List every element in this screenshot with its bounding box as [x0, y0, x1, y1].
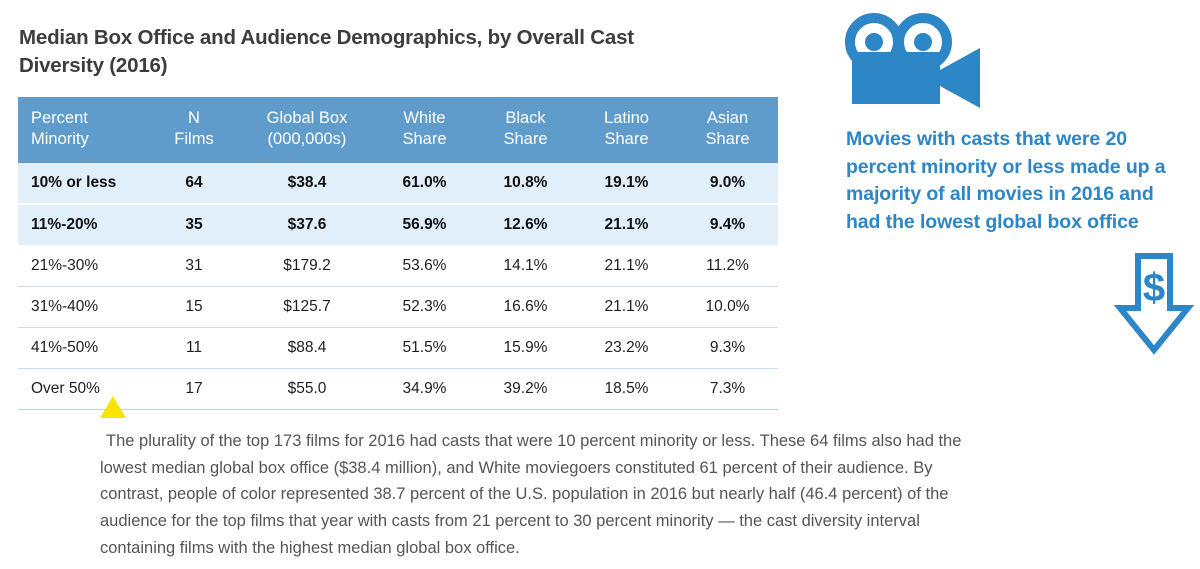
cell-latino-share: 23.2%	[576, 327, 677, 369]
cell-category: 10% or less	[18, 162, 148, 205]
yellow-triangle-icon	[100, 396, 126, 418]
cell-latino-share: 19.1%	[576, 162, 677, 205]
column-header-line-2: Share	[705, 130, 750, 149]
column-header-asian-share: Asian Share	[677, 97, 778, 163]
table-panel: Median Box Office and Audience Demograph…	[0, 0, 800, 410]
cell-asian-share: 9.3%	[677, 327, 778, 369]
column-header-n-films: N Films	[148, 97, 240, 163]
page-title: Median Box Office and Audience Demograph…	[19, 26, 634, 77]
table-header-row: Percent Minority N Films Global Box (000…	[18, 97, 778, 163]
cell-black-share: 16.6%	[475, 286, 576, 328]
cell-n-films: 17	[148, 368, 240, 410]
cell-latino-share: 18.5%	[576, 368, 677, 410]
cell-asian-share: 9.4%	[677, 203, 778, 246]
dollar-down-arrow-icon: $	[1113, 252, 1195, 361]
column-header-white-share: White Share	[374, 97, 475, 163]
cell-global-box: $179.2	[240, 244, 374, 287]
table-header: Percent Minority N Films Global Box (000…	[18, 97, 778, 163]
column-header-percent-minority: Percent Minority	[18, 97, 148, 163]
column-header-latino-share: Latino Share	[576, 97, 677, 163]
column-header-line-1: Global Box	[266, 109, 348, 127]
cell-n-films: 11	[148, 327, 240, 369]
cell-n-films: 15	[148, 286, 240, 328]
cell-white-share: 61.0%	[374, 162, 475, 205]
cell-white-share: 51.5%	[374, 327, 475, 369]
table-row: 41%-50% 11 $88.4 51.5% 15.9% 23.2% 9.3%	[18, 327, 778, 369]
cell-latino-share: 21.1%	[576, 244, 677, 287]
cell-latino-share: 21.1%	[576, 286, 677, 328]
column-header-line-2: Share	[503, 130, 548, 149]
cell-global-box: $38.4	[240, 162, 374, 205]
cell-black-share: 39.2%	[475, 368, 576, 410]
cell-global-box: $125.7	[240, 286, 374, 328]
movie-camera-icon	[840, 12, 990, 117]
cell-global-box: $37.6	[240, 203, 374, 246]
column-header-line-1: Black	[505, 109, 546, 127]
column-header-line-2: (000,000s)	[267, 130, 347, 149]
cell-asian-share: 9.0%	[677, 162, 778, 205]
cell-white-share: 52.3%	[374, 286, 475, 328]
cell-global-box: $88.4	[240, 327, 374, 369]
callout-text: Movies with casts that were 20 percent m…	[846, 128, 1166, 234]
column-header-line-1: Percent	[31, 109, 88, 127]
table-row: 31%-40% 15 $125.7 52.3% 16.6% 21.1% 10.0…	[18, 286, 778, 328]
column-header-line-2: Minority	[31, 130, 89, 149]
table-body: 10% or less 64 $38.4 61.0% 10.8% 19.1% 9…	[18, 162, 778, 410]
cell-category: 21%-30%	[18, 244, 148, 287]
column-header-line-1: Latino	[604, 109, 649, 127]
cell-category: Over 50%	[18, 368, 148, 410]
cell-white-share: 53.6%	[374, 244, 475, 287]
cell-category: 41%-50%	[18, 327, 148, 369]
svg-text:$: $	[1143, 266, 1165, 310]
cell-category: 31%-40%	[18, 286, 148, 328]
column-header-line-2: Share	[604, 130, 649, 149]
callout-panel: Movies with casts that were 20 percent m…	[832, 0, 1200, 400]
table-row: Over 50% 17 $55.0 34.9% 39.2% 18.5% 7.3%	[18, 368, 778, 410]
column-header-line-1: N	[188, 109, 200, 127]
column-header-global-box: Global Box (000,000s)	[240, 97, 374, 163]
table-row: 21%-30% 31 $179.2 53.6% 14.1% 21.1% 11.2…	[18, 244, 778, 287]
column-header-line-1: Asian	[706, 109, 749, 127]
cell-n-films: 64	[148, 162, 240, 205]
cell-n-films: 31	[148, 244, 240, 287]
cell-white-share: 34.9%	[374, 368, 475, 410]
column-header-line-2: Share	[402, 130, 447, 149]
column-header-black-share: Black Share	[475, 97, 576, 163]
cell-black-share: 15.9%	[475, 327, 576, 369]
cast-diversity-table: Percent Minority N Films Global Box (000…	[18, 97, 778, 410]
cell-asian-share: 11.2%	[677, 244, 778, 287]
cell-latino-share: 21.1%	[576, 203, 677, 246]
cell-global-box: $55.0	[240, 368, 374, 410]
table-row: 11%-20% 35 $37.6 56.9% 12.6% 21.1% 9.4%	[18, 203, 778, 246]
cell-black-share: 14.1%	[475, 244, 576, 287]
cell-asian-share: 10.0%	[677, 286, 778, 328]
cell-category: 11%-20%	[18, 203, 148, 246]
cell-black-share: 10.8%	[475, 162, 576, 205]
table-row: 10% or less 64 $38.4 61.0% 10.8% 19.1% 9…	[18, 162, 778, 205]
cell-asian-share: 7.3%	[677, 368, 778, 410]
cell-white-share: 56.9%	[374, 203, 475, 246]
cell-n-films: 35	[148, 203, 240, 246]
column-header-line-2: Films	[174, 130, 214, 149]
footnote-text: The plurality of the top 173 films for 2…	[100, 432, 962, 557]
footnote: The plurality of the top 173 films for 2…	[100, 396, 980, 562]
cell-black-share: 12.6%	[475, 203, 576, 246]
column-header-line-1: White	[403, 109, 446, 127]
